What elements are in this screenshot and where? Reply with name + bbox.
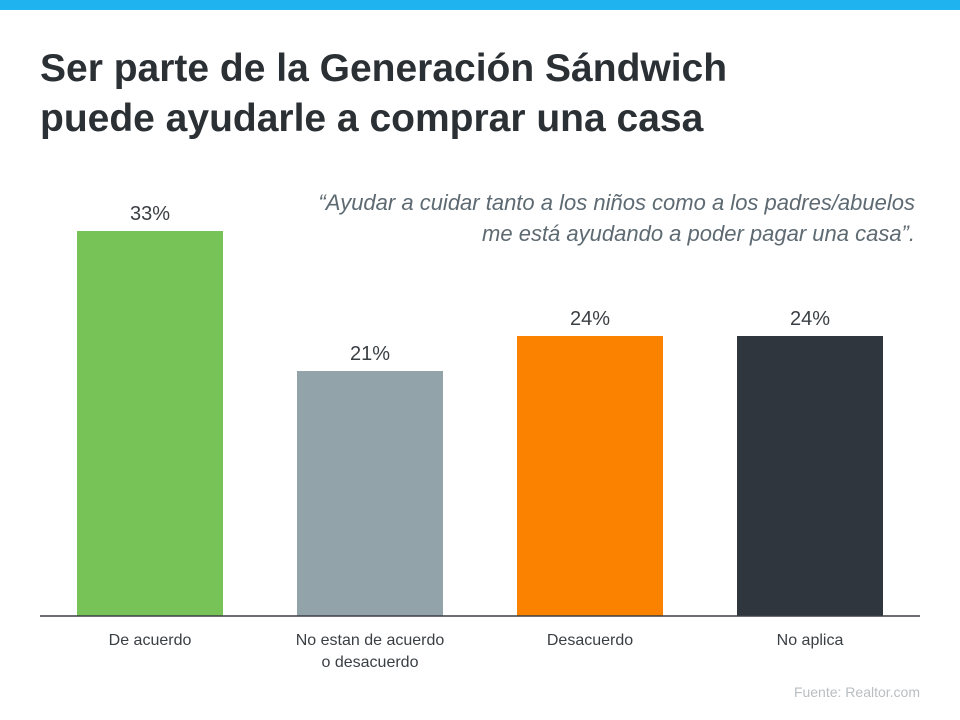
bar <box>297 371 443 616</box>
title-line-1: Ser parte de la Generación Sándwich <box>40 47 728 90</box>
x-tick-label: De acuerdo <box>109 632 192 649</box>
quote-annotation: “Ayudar a cuidar tanto a los niños como … <box>235 187 915 249</box>
title-line-2: puede ayudarle a comprar una casa <box>40 97 704 140</box>
x-tick-label: o desacuerdo <box>322 654 419 671</box>
bar <box>737 336 883 616</box>
x-tick-label: No estan de acuerdo <box>296 632 445 649</box>
bar <box>77 231 223 616</box>
bar-value-label: 24% <box>790 308 830 330</box>
x-tick-label: No aplica <box>777 632 844 649</box>
page-title: Ser parte de la Generación Sándwich pued… <box>40 44 920 144</box>
bar-value-label: 21% <box>350 343 390 365</box>
bar-value-label: 24% <box>570 308 610 330</box>
bar-value-label: 33% <box>130 203 170 225</box>
bar <box>517 336 663 616</box>
source-note: Fuente: Realtor.com <box>793 684 920 700</box>
quote-line-2: me está ayudando a poder pagar una casa”… <box>482 221 915 246</box>
x-tick-label: Desacuerdo <box>547 632 633 649</box>
quote-line-1: “Ayudar a cuidar tanto a los niños como … <box>318 190 915 215</box>
top-accent-bar <box>0 0 960 10</box>
